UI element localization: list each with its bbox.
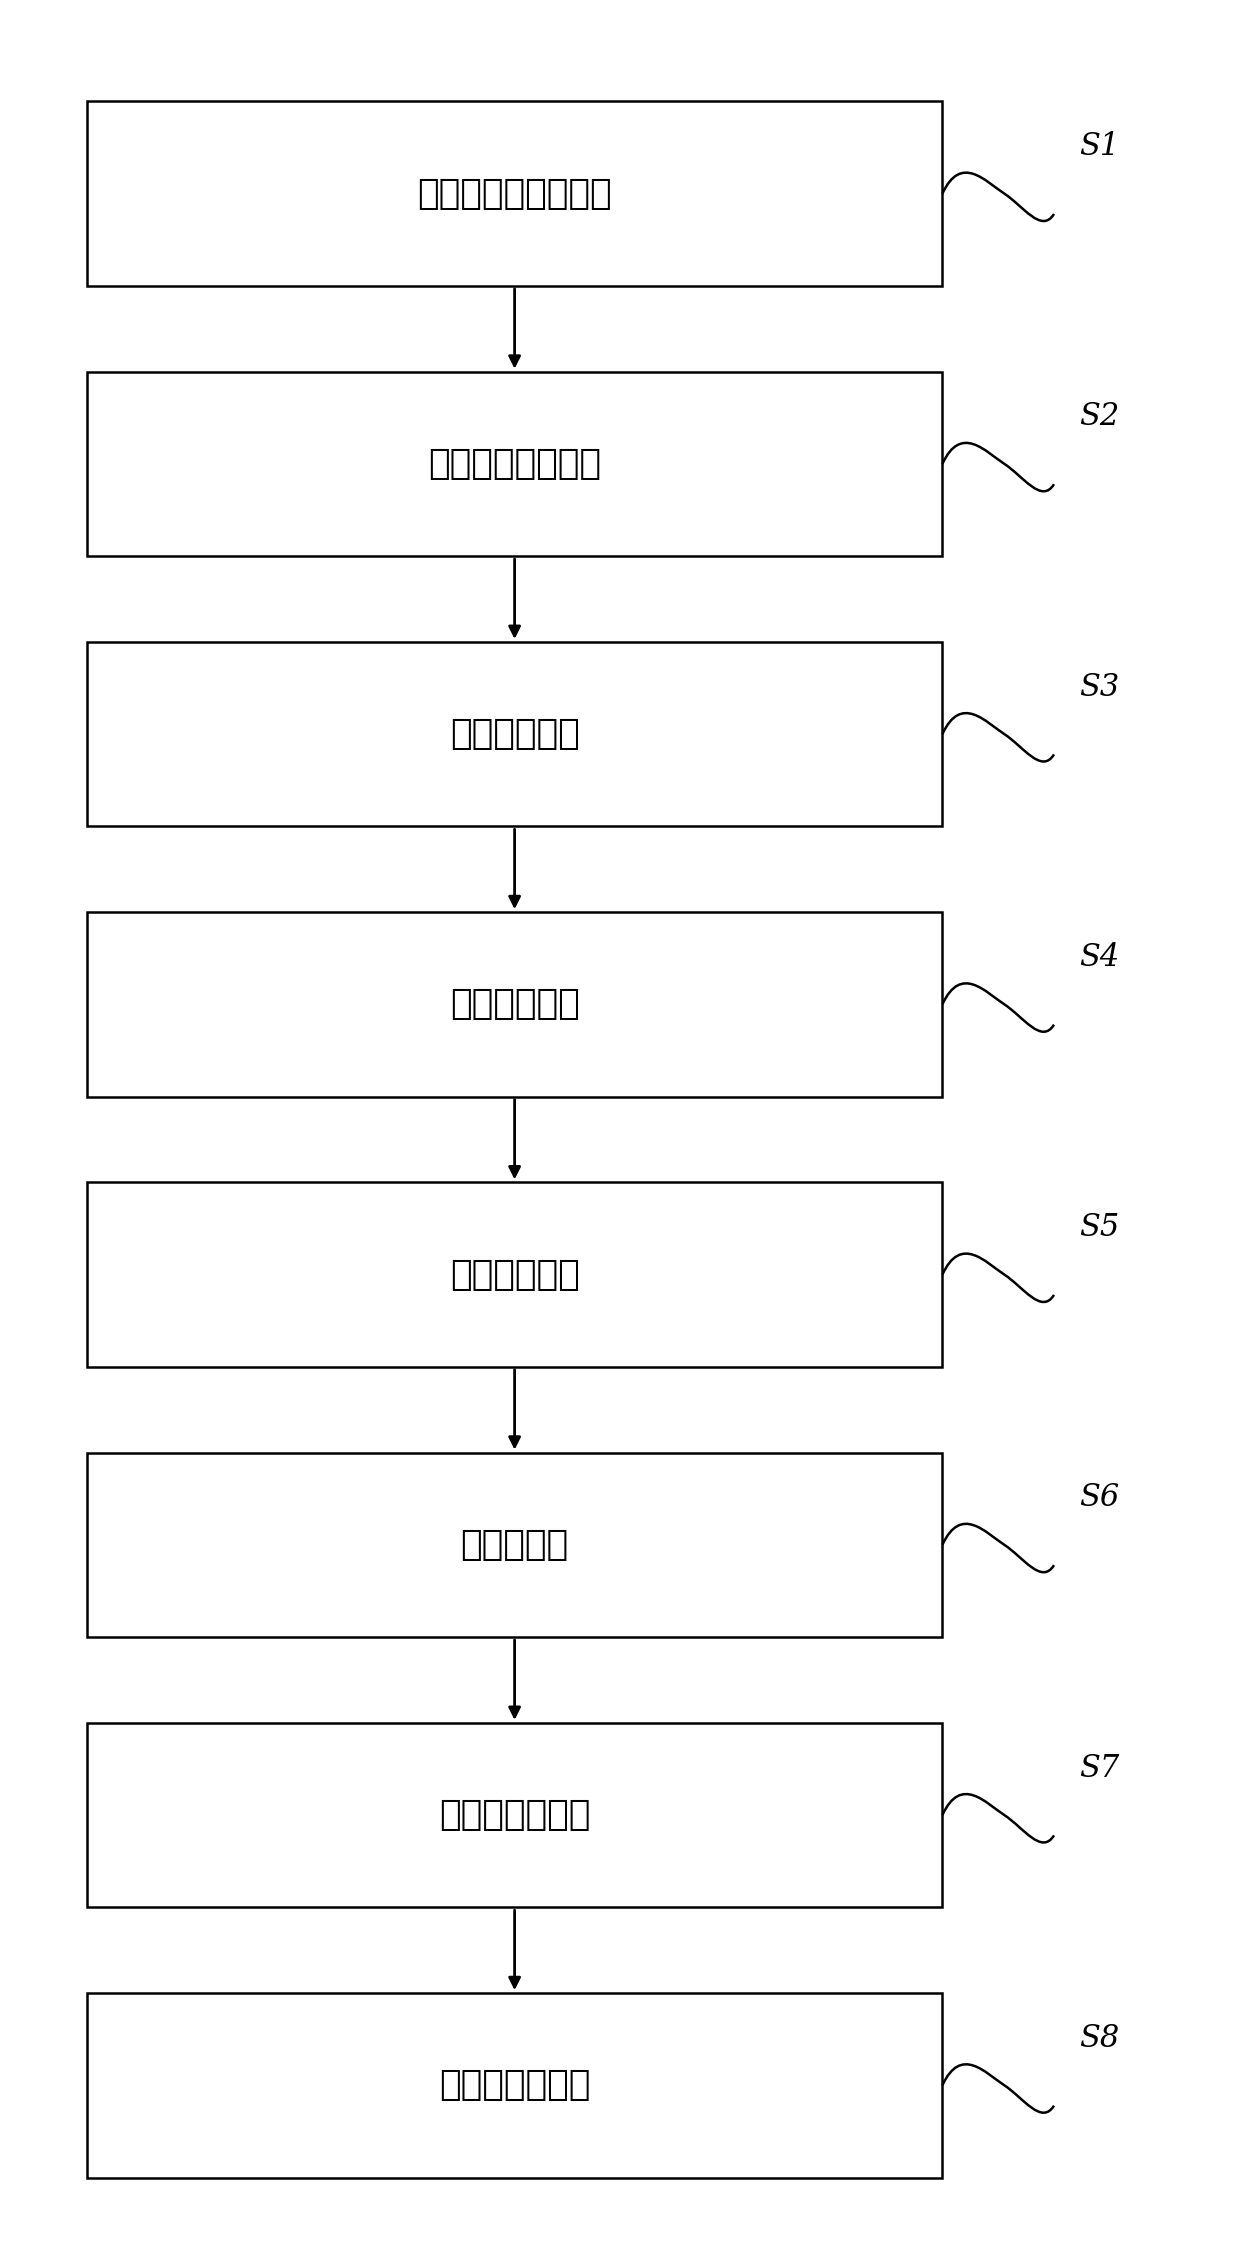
Bar	[87, 1182, 942, 1367]
Text: S8: S8	[1079, 2022, 1118, 2054]
Text: 提取字符二进制编码: 提取字符二进制编码	[418, 176, 611, 212]
Text: 无人机灯光控制: 无人机灯光控制	[439, 2067, 590, 2103]
Text: S2: S2	[1079, 401, 1118, 432]
Bar	[87, 1723, 942, 1907]
Text: 字符缩放计算: 字符缩放计算	[450, 716, 579, 752]
Text: S1: S1	[1079, 131, 1118, 162]
Text: 字符旋转计算: 字符旋转计算	[450, 986, 579, 1022]
Bar	[87, 101, 942, 286]
Bar	[87, 372, 942, 556]
Text: S7: S7	[1079, 1752, 1118, 1784]
Text: S3: S3	[1079, 671, 1118, 703]
Text: S4: S4	[1079, 941, 1118, 973]
Bar	[87, 912, 942, 1097]
Text: S5: S5	[1079, 1212, 1118, 1243]
Bar	[87, 642, 942, 826]
Bar	[87, 1453, 942, 1637]
Text: 地理位置计算: 地理位置计算	[450, 1257, 579, 1293]
Text: 无人机航点控制: 无人机航点控制	[439, 1797, 590, 1833]
Text: S6: S6	[1079, 1482, 1118, 1513]
Bar	[87, 1993, 942, 2178]
Text: 标准字符位置计算: 标准字符位置计算	[428, 446, 601, 482]
Text: 指派无人机: 指派无人机	[460, 1527, 569, 1563]
